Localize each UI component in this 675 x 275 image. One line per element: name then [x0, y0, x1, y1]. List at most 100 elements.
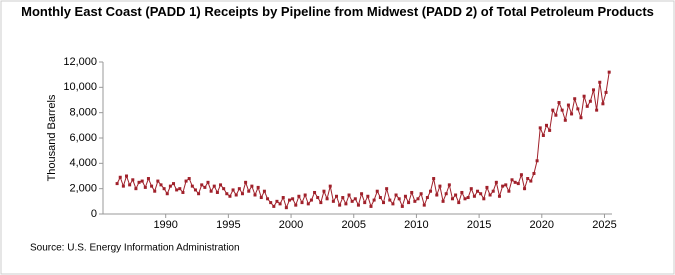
data-point: [513, 180, 517, 184]
data-point: [134, 187, 138, 191]
data-point: [363, 201, 367, 205]
data-point: [281, 196, 285, 200]
data-point: [366, 194, 370, 198]
data-point: [178, 187, 182, 191]
data-point: [247, 189, 251, 193]
data-point: [272, 204, 276, 208]
data-point: [325, 197, 329, 201]
data-point: [457, 201, 461, 205]
data-point: [153, 189, 157, 193]
data-point: [146, 177, 150, 181]
data-point: [341, 196, 345, 200]
data-point: [551, 108, 555, 112]
data-point: [184, 179, 188, 183]
y-tick-label: 0: [91, 208, 97, 220]
data-point: [403, 194, 407, 198]
data-point: [535, 159, 539, 163]
data-point: [563, 118, 567, 122]
data-point: [200, 183, 204, 187]
data-point: [441, 199, 445, 203]
x-tick-label: 2020: [530, 219, 554, 231]
data-point: [476, 189, 480, 193]
data-point: [253, 193, 257, 197]
data-point: [460, 190, 464, 194]
data-point: [228, 194, 232, 198]
data-point: [269, 201, 273, 205]
data-point: [190, 184, 194, 188]
data-point: [287, 198, 291, 202]
data-point: [300, 201, 304, 205]
data-point: [369, 204, 373, 208]
source-note: Source: U.S. Energy Information Administ…: [30, 243, 240, 254]
data-point: [588, 99, 592, 103]
data-point: [256, 185, 260, 189]
data-point: [209, 189, 213, 193]
x-tick-label: 2005: [341, 219, 365, 231]
y-tick-label: 12,000: [63, 56, 97, 68]
y-tick-label: 8,000: [69, 107, 97, 119]
data-point: [391, 202, 395, 206]
data-point: [143, 185, 147, 189]
data-point: [450, 197, 454, 201]
data-point: [187, 177, 191, 181]
data-point: [497, 194, 501, 198]
data-point: [485, 185, 489, 189]
data-point: [410, 190, 414, 194]
x-tick-label: 2010: [404, 219, 428, 231]
data-point: [181, 190, 185, 194]
data-point: [488, 193, 492, 197]
data-point: [137, 180, 141, 184]
data-point: [353, 197, 357, 201]
data-point: [322, 189, 326, 193]
data-point: [284, 206, 288, 210]
data-point: [237, 187, 241, 191]
data-point: [275, 199, 279, 203]
data-point: [212, 184, 216, 188]
data-point: [250, 184, 254, 188]
data-point: [278, 202, 282, 206]
data-point: [156, 179, 160, 183]
data-point: [532, 171, 536, 175]
data-point: [463, 197, 467, 201]
data-point: [585, 104, 589, 108]
data-point: [516, 182, 520, 186]
data-point: [523, 187, 527, 191]
data-point: [429, 189, 433, 193]
data-point: [338, 203, 342, 207]
data-point: [601, 102, 605, 106]
data-point: [538, 126, 542, 130]
data-point: [197, 192, 201, 196]
data-point: [544, 123, 548, 127]
data-point: [400, 204, 404, 208]
data-point: [344, 202, 348, 206]
data-point: [554, 113, 558, 117]
data-point: [501, 184, 505, 188]
data-point: [469, 187, 473, 191]
data-point: [548, 128, 552, 132]
data-point: [504, 183, 508, 187]
data-point: [595, 108, 599, 112]
data-point: [350, 199, 354, 203]
data-point: [356, 203, 360, 207]
data-point: [394, 193, 398, 197]
data-point: [407, 201, 411, 205]
data-point: [150, 184, 154, 188]
data-point: [570, 112, 574, 116]
data-point: [466, 196, 470, 200]
data-point: [413, 199, 417, 203]
data-point: [128, 183, 132, 187]
data-point: [425, 196, 429, 200]
data-point: [576, 107, 580, 111]
data-point: [375, 189, 379, 193]
data-point: [309, 198, 313, 202]
data-point: [294, 203, 298, 207]
data-point: [541, 133, 545, 137]
data-point: [519, 173, 523, 177]
data-point: [328, 184, 332, 188]
data-point: [385, 187, 389, 191]
data-point: [526, 177, 530, 181]
data-point: [215, 190, 219, 194]
y-tick-label: 4,000: [69, 157, 97, 169]
